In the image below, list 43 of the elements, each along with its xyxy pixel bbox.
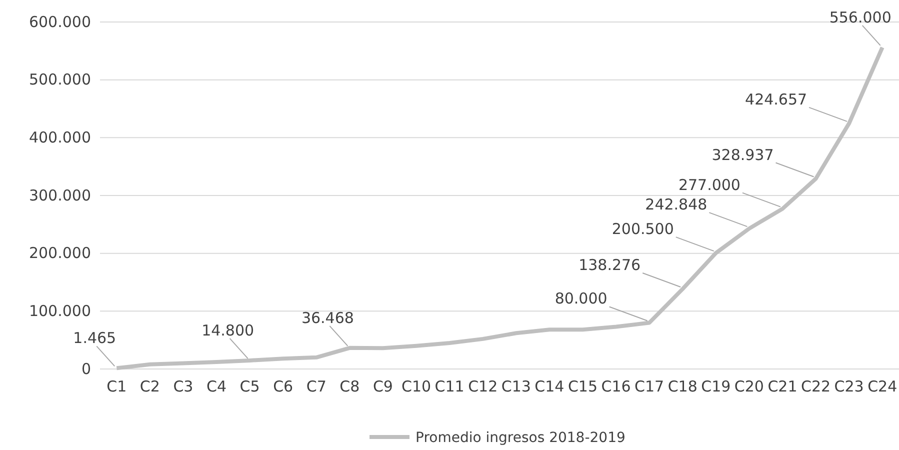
- data-label: 277.000: [678, 176, 740, 194]
- x-tick-label: C24: [868, 378, 898, 396]
- y-tick-label: 500.000: [28, 70, 91, 89]
- y-tick-label: 300.000: [28, 186, 91, 204]
- x-tick-label: C4: [206, 378, 227, 396]
- y-tick-label: 200.000: [28, 244, 91, 262]
- x-tick-label: C14: [534, 378, 564, 396]
- x-tick-label: C7: [306, 378, 326, 396]
- x-tick-label: C6: [273, 378, 294, 396]
- data-label: 200.500: [612, 220, 674, 238]
- x-tick-label: C10: [401, 378, 432, 396]
- x-tick-label: C15: [568, 378, 598, 396]
- x-tick-label: C23: [834, 378, 864, 396]
- data-label: 138.276: [578, 256, 641, 274]
- x-tick-label: C13: [501, 378, 531, 396]
- x-tick-label: C20: [734, 378, 764, 396]
- legend-label: Promedio ingresos 2018-2019: [416, 430, 626, 446]
- y-tick-label: 600.000: [28, 12, 91, 31]
- y-tick-label: 400.000: [28, 128, 91, 146]
- x-tick-label: C22: [800, 378, 831, 396]
- y-tick-label: 100.000: [28, 302, 91, 320]
- x-tick-label: C9: [372, 378, 393, 396]
- y-tick-label: 0: [81, 360, 91, 378]
- x-tick-label: C19: [701, 378, 731, 396]
- x-tick-label: C3: [173, 378, 194, 396]
- x-tick-label: C1: [106, 378, 127, 396]
- data-label: 424.657: [745, 90, 808, 108]
- data-label: 80.000: [554, 290, 608, 308]
- x-tick-label: C21: [768, 378, 798, 396]
- data-label: 328.937: [712, 146, 774, 164]
- data-label: 14.800: [202, 321, 254, 340]
- x-tick-label: C5: [240, 378, 260, 396]
- x-tick-label: C12: [468, 378, 498, 396]
- data-label: 242.848: [645, 196, 708, 214]
- x-tick-label: C17: [634, 378, 664, 396]
- data-label: 36.468: [301, 308, 354, 327]
- x-tick-label: C16: [601, 378, 631, 396]
- data-label: 1.465: [73, 329, 116, 348]
- data-label: 556.000: [829, 8, 892, 26]
- x-tick-label: C2: [140, 378, 160, 396]
- x-tick-label: C18: [668, 378, 698, 396]
- x-tick-label: C11: [434, 378, 464, 396]
- x-tick-label: C8: [340, 378, 360, 396]
